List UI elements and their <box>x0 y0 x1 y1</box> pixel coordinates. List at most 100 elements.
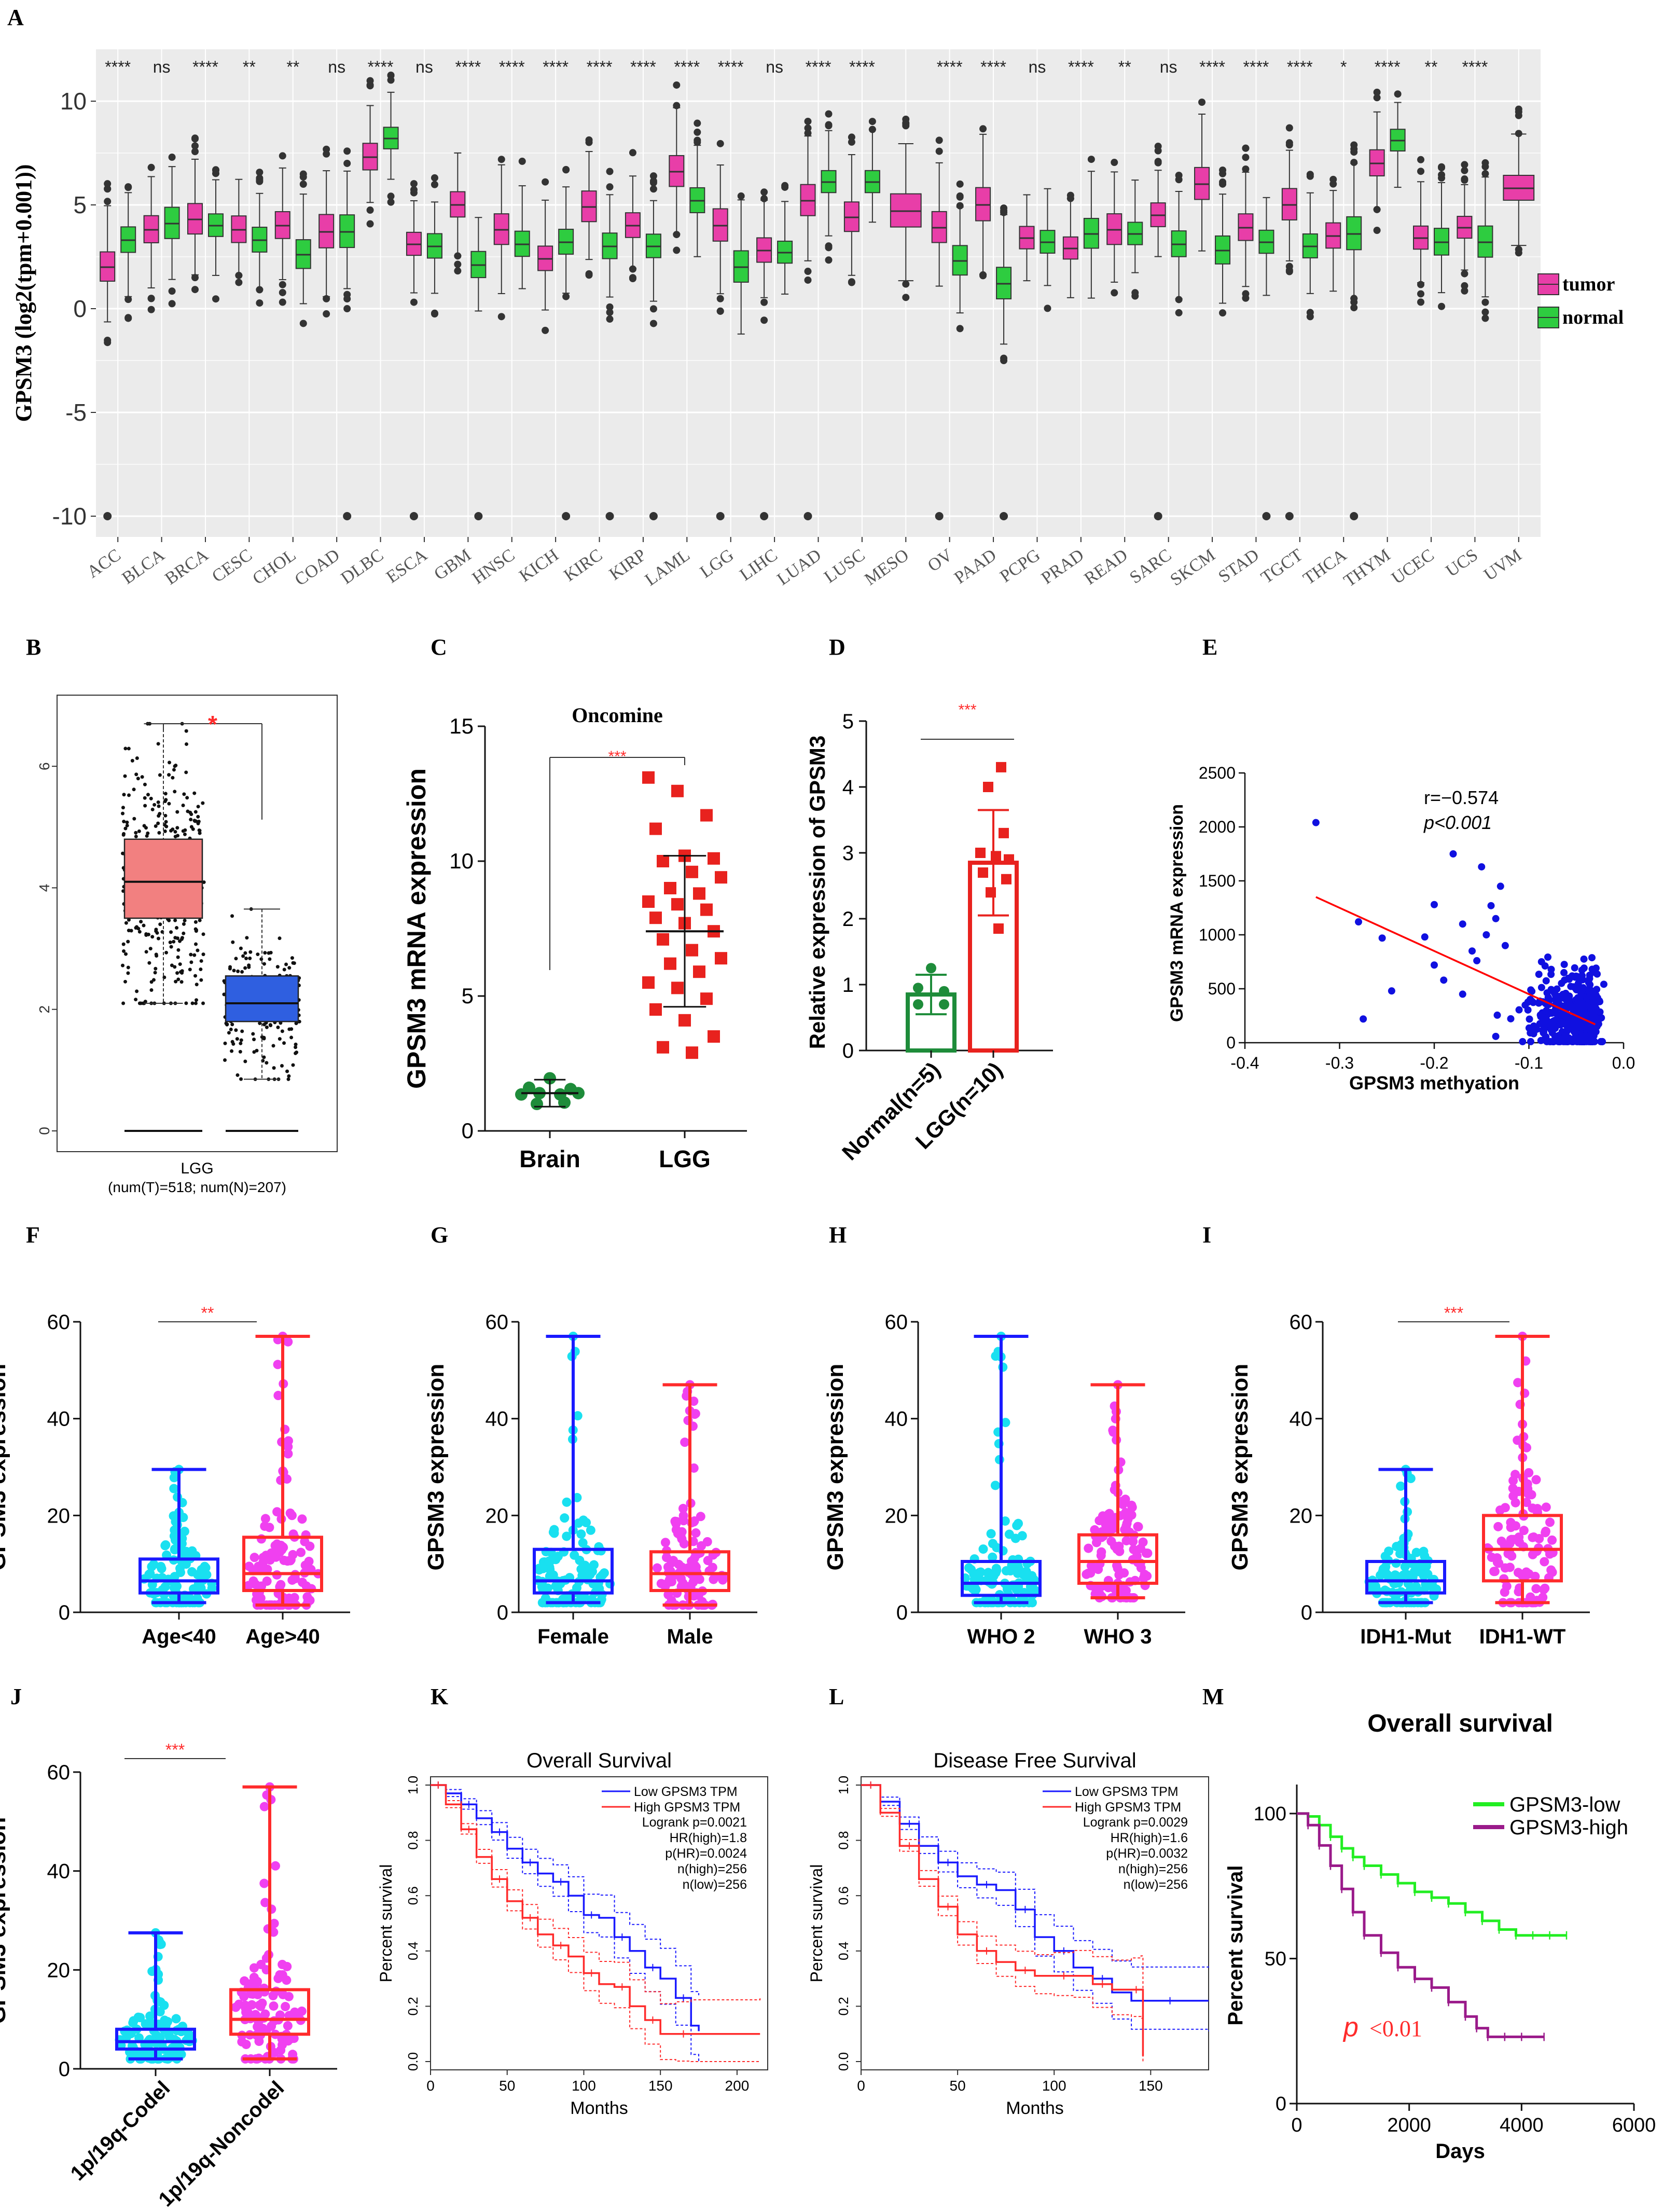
panel-a-category-label: PCPG <box>996 545 1044 586</box>
panel-c-lgg-point <box>686 865 698 878</box>
panel-a-tumor-box-outlier <box>804 129 812 137</box>
panel-g-point <box>680 1437 690 1447</box>
panel-a-tumor-box-outlier <box>497 156 505 163</box>
panel-e-point <box>1573 1001 1581 1008</box>
panel-k-legend-high: High GPSM3 TPM <box>634 1800 740 1815</box>
panel-k-xtick-label: 50 <box>499 2078 515 2094</box>
panel-b-point <box>252 1038 256 1042</box>
panel-e-annotation-p: p<0.001 <box>1423 812 1492 833</box>
panel-e-point <box>1543 989 1551 997</box>
panel-a-category-label: STAD <box>1215 545 1263 587</box>
panel-j-point <box>283 2021 293 2030</box>
panel-k-chart: 0 50 100 150 200 0.0 0.2 0.4 0.6 0.8 1.0 Overall Su… <box>377 1749 768 2118</box>
panel-e-point <box>1529 1025 1536 1033</box>
panel-i-point <box>1411 1547 1421 1557</box>
panel-f-point <box>169 1473 179 1483</box>
panel-h-point <box>1002 1584 1012 1594</box>
panel-a-normal-box-outlier <box>124 184 132 191</box>
panel-h-point <box>1084 1543 1093 1553</box>
panel-b-point <box>228 965 232 969</box>
panel-b-point <box>169 930 173 934</box>
panel-letter-b: B <box>26 634 41 660</box>
panel-a-category-label: LGG <box>697 545 737 582</box>
panel-k-xtick-label: 150 <box>648 2078 673 2094</box>
panel-i-point <box>1370 1581 1380 1591</box>
panel-letter-k: K <box>431 1684 448 1709</box>
panel-e-point <box>1568 1014 1576 1022</box>
panel-a-tumor-box-outlier <box>323 145 330 153</box>
panel-g-point <box>586 1525 595 1535</box>
panel-e-xtick-label: -0.4 <box>1230 1054 1259 1072</box>
panel-l-ytick-label: 0.0 <box>836 2052 851 2071</box>
panel-a-tumor-box-outlier <box>1242 165 1250 173</box>
panel-k-ytick-label: 0.8 <box>405 1831 421 1850</box>
panel-b-point <box>154 928 158 932</box>
panel-b-point <box>280 1063 284 1068</box>
panel-a-tumor-box-outlier <box>716 140 724 147</box>
panel-i-point <box>1493 1522 1503 1531</box>
panel-b-point <box>240 970 244 974</box>
panel-b-point <box>180 936 184 940</box>
panel-a-outlier-low <box>649 512 658 520</box>
panel-a-tumor-box-outlier <box>104 180 112 188</box>
panel-b-point <box>193 974 198 978</box>
panel-i-point <box>1519 1526 1529 1536</box>
panel-h-point <box>1127 1500 1137 1510</box>
panel-i-point <box>1541 1528 1550 1538</box>
panel-b-point <box>155 954 159 958</box>
panel-a-normal-box-outlier <box>1394 90 1402 98</box>
panel-a-normal-box-outlier <box>1481 163 1489 171</box>
panel-a-normal-box-outlier <box>1219 166 1227 174</box>
panel-a-normal-box-outlier <box>124 296 132 303</box>
panel-a-tumor-box-outlier <box>1461 287 1468 295</box>
panel-f-point <box>283 1556 293 1566</box>
panel-i-point <box>1541 1502 1551 1512</box>
panel-a-tumor-box-outlier <box>542 326 549 334</box>
panel-k-title: Overall Survival <box>526 1749 672 1772</box>
panel-b-point <box>123 746 128 751</box>
panel-b-point <box>156 821 160 825</box>
panel-f-point <box>256 1534 266 1544</box>
panel-a-normal-box-outlier <box>694 119 701 127</box>
panel-i-point <box>1508 1484 1518 1494</box>
panel-a-category-label: UVM <box>1480 545 1525 585</box>
panel-h-point <box>1108 1583 1118 1593</box>
panel-k-stat: Logrank p=0.0021 <box>642 1815 747 1830</box>
panel-g-ytick-label: 60 <box>486 1311 509 1334</box>
panel-e-ytick-label: 0 <box>1226 1033 1236 1052</box>
panel-b-ytick-label: 6 <box>36 762 52 770</box>
panel-j-point <box>259 1878 269 1888</box>
panel-b-point <box>188 967 192 972</box>
panel-j-category-label: 1p/19q-Noncodel <box>154 2077 288 2211</box>
panel-a-tumor-box-outlier <box>323 295 330 302</box>
panel-f-point <box>243 1581 253 1591</box>
panel-b-point <box>151 978 156 982</box>
panel-f-point <box>272 1507 282 1517</box>
panel-e-point <box>1550 987 1558 995</box>
panel-e-ylabel: GPSM3 mRNA expression <box>1167 804 1187 1022</box>
panel-a-significance: ** <box>243 58 256 76</box>
panel-e-point <box>1524 998 1532 1006</box>
panel-b-point <box>265 1025 269 1029</box>
panel-f-ytick-label: 0 <box>59 1601 70 1624</box>
panel-b-point <box>193 819 197 823</box>
panel-e-point <box>1592 991 1600 999</box>
panel-g-category-label: Female <box>537 1625 609 1648</box>
panel-h-point <box>978 1544 988 1554</box>
panel-b-point <box>199 978 203 982</box>
panel-c-lgg-point <box>642 771 655 784</box>
panel-b-point <box>120 811 124 815</box>
panel-b-xlabel: LGG <box>181 1160 213 1177</box>
panel-b-point <box>259 957 264 961</box>
panel-b-point <box>130 758 134 763</box>
panel-i-point <box>1490 1567 1500 1577</box>
panel-e-point <box>1459 920 1466 928</box>
panel-c-lgg-point <box>671 784 684 797</box>
panel-f-point <box>260 1514 270 1524</box>
panel-i-ytick-label: 60 <box>1290 1311 1313 1334</box>
panel-i-point <box>1531 1475 1541 1485</box>
panel-b-point <box>175 810 179 814</box>
panel-a-category-label: BRCA <box>162 545 212 589</box>
panel-a-normal-box-outlier <box>431 174 438 182</box>
panel-f-point <box>265 1523 274 1532</box>
